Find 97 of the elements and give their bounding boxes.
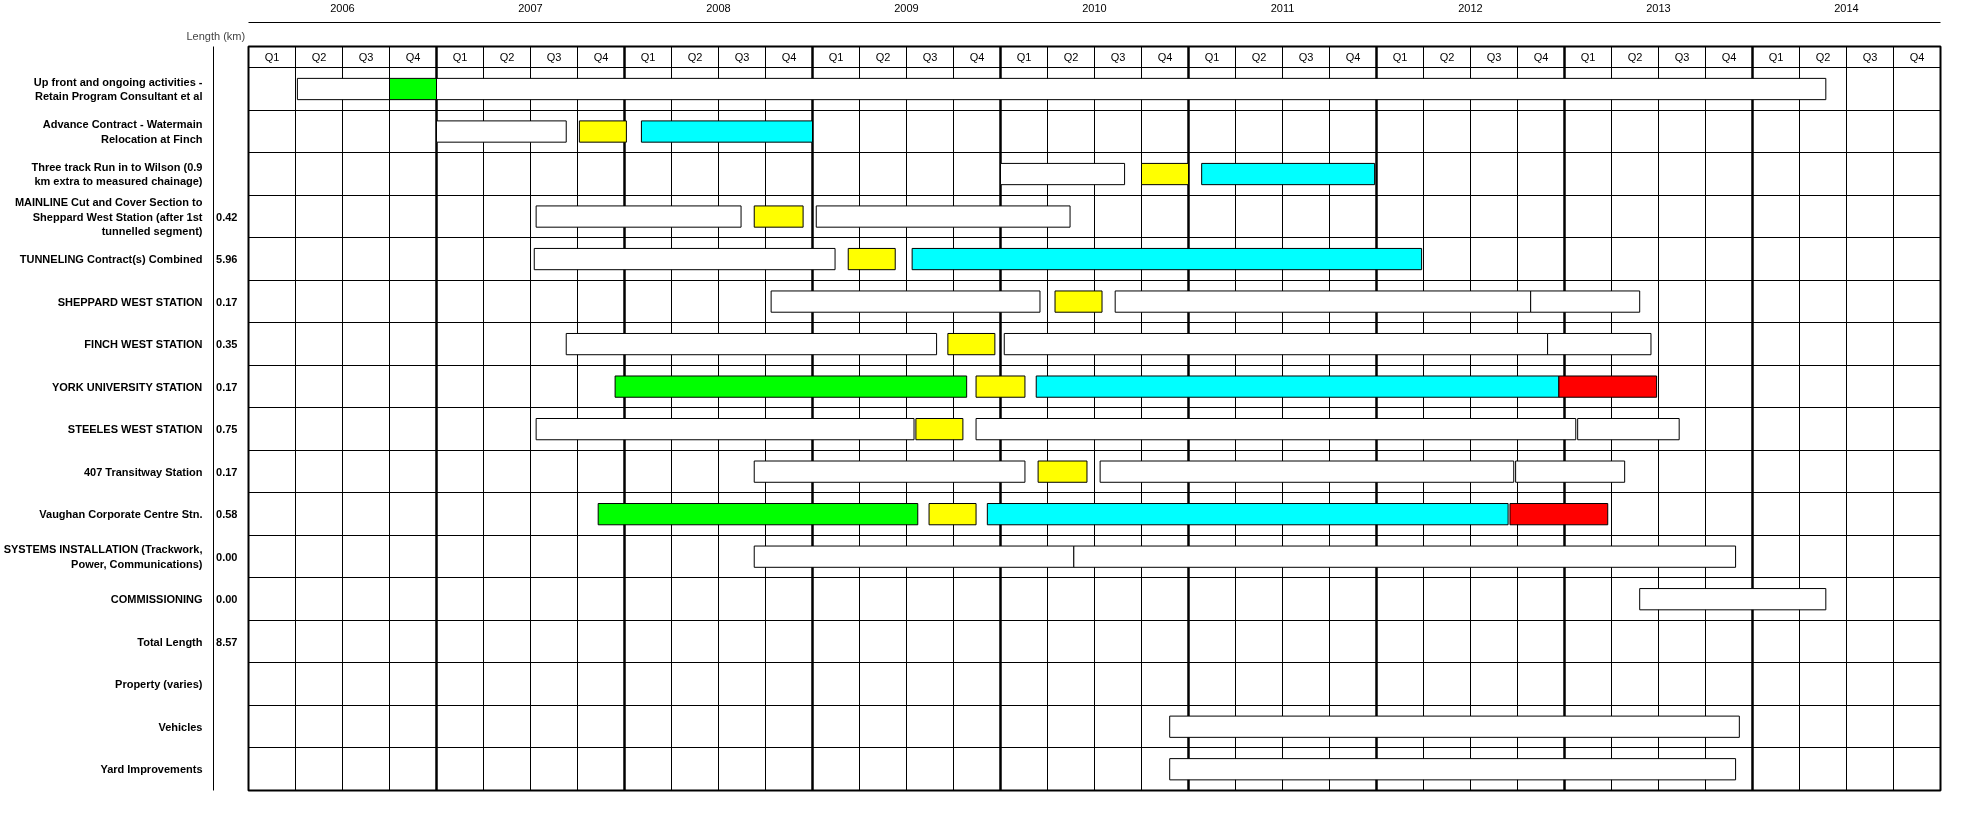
y-tick-label: 407 Transitway Station (83, 465, 203, 478)
annotation: Q1 (1016, 51, 1032, 64)
y-tick-label: Vaughan Corporate Centre Stn. (39, 508, 203, 521)
y-tick-label: Property (varies) (115, 678, 203, 691)
annotation: Q4 (405, 51, 421, 64)
annotation: Q3 (1298, 51, 1314, 64)
annotation: Q2 (1627, 51, 1643, 64)
annotation: Q1 (452, 51, 468, 64)
y-tick-label: Vehicles (158, 720, 203, 733)
annotation: Q1 (1204, 51, 1220, 64)
y2-tick-label: 0.17 (216, 380, 238, 393)
bar (753, 460, 1026, 483)
bar (911, 247, 1423, 271)
y-tick-label: Advance Contract - Watermain Relocation at Finch (42, 118, 203, 145)
bar (578, 120, 627, 143)
bar (753, 205, 804, 228)
bar (1000, 162, 1126, 186)
x-tick-label: 2007 (518, 1, 543, 14)
bar (1054, 290, 1103, 313)
annotation: Q2 (1439, 51, 1455, 64)
annotation: Q1 (640, 51, 656, 64)
annotation: Q1 (264, 51, 280, 64)
x-tick-label: 2014 (1834, 1, 1859, 14)
annotation: Q1 (1580, 51, 1596, 64)
x-tick-label: 2006 (330, 1, 355, 14)
annotation: Q4 (1909, 51, 1925, 64)
annotation: Q3 (1486, 51, 1502, 64)
bar (535, 205, 742, 228)
y-tick-label: Total Length (137, 635, 203, 648)
annotation: Q2 (1063, 51, 1079, 64)
x-tick-label: 2010 (1082, 1, 1107, 14)
bar (565, 332, 938, 356)
annotation: Q4 (1533, 51, 1549, 64)
y2-axis-title: Length (km) (186, 29, 246, 42)
y-tick-label: STEELES WEST STATION (67, 423, 203, 436)
annotation: Q2 (687, 51, 703, 64)
bar (533, 247, 836, 271)
annotation: Q2 (499, 51, 515, 64)
bar (597, 503, 919, 526)
x-tick-label: 2009 (894, 1, 919, 14)
annotation: Q2 (1251, 51, 1267, 64)
annotation: Q2 (311, 51, 327, 64)
x-tick-label: 2013 (1646, 1, 1671, 14)
bar (975, 375, 1026, 398)
y-tick-label: Three track Run in to Wilson (0.9 km extra to measured chainage) (31, 160, 203, 188)
bar (1037, 460, 1088, 483)
annotation: Q1 (1768, 51, 1784, 64)
annotation: Q4 (1345, 51, 1361, 64)
annotation: Q4 (969, 51, 985, 64)
bar (947, 332, 996, 356)
bar (1141, 162, 1189, 186)
y-tick-label: SYSTEMS INSTALLATION (Trackwork, Power, Communications) (3, 543, 203, 570)
y-tick-label: COMMISSIONING (110, 593, 203, 606)
y2-tick-label: 0.42 (216, 210, 238, 223)
bar (614, 375, 968, 398)
annotation: Q4 (1721, 51, 1737, 64)
bar (1169, 715, 1740, 738)
y-tick-label: YORK UNIVERSITY STATION (51, 380, 203, 393)
y-tick-label: MAINLINE Cut and Cover Section to Sheppard West Station (after 1st tunnelled segment) (14, 196, 203, 237)
annotation: Q2 (875, 51, 891, 64)
annotation: Q3 (922, 51, 938, 64)
annotation: Q4 (593, 51, 609, 64)
annotation: Q3 (1110, 51, 1126, 64)
y2-tick-label: 0.35 (216, 338, 238, 351)
bar (847, 247, 896, 271)
y2-tick-label: 0.58 (216, 508, 238, 521)
annotation: Q2 (1815, 51, 1831, 64)
x-tick-label: 2008 (706, 1, 731, 14)
annotation: Q4 (781, 51, 797, 64)
y2-tick-label: 5.96 (216, 253, 238, 266)
annotation: Q1 (828, 51, 844, 64)
annotation: Q3 (546, 51, 562, 64)
bar (815, 205, 1071, 228)
y2-tick-label: 0.00 (216, 550, 238, 563)
annotation: Q1 (1392, 51, 1408, 64)
y-tick-label: FINCH WEST STATION (84, 338, 203, 351)
annotation: Q3 (1862, 51, 1878, 64)
y-tick-label: Up front and ongoing activities - Retain Program Consultant et al (33, 75, 203, 103)
bar (1169, 758, 1737, 781)
bar (770, 290, 1041, 313)
y-tick-label: Yard Improvements (100, 763, 203, 776)
y2-tick-label: 0.00 (216, 593, 238, 606)
y2-tick-label: 0.75 (216, 423, 238, 436)
annotation: Q3 (734, 51, 750, 64)
y2-tick-label: 0.17 (216, 465, 238, 478)
y2-tick-label: 0.17 (216, 295, 238, 308)
bar (640, 120, 813, 143)
x-tick-label: 2011 (1270, 1, 1295, 14)
annotation: Q4 (1157, 51, 1173, 64)
bar (928, 503, 977, 526)
x-tick-label: 2012 (1458, 1, 1483, 14)
annotation: Q3 (358, 51, 374, 64)
bar (1201, 162, 1376, 186)
annotation: Q3 (1674, 51, 1690, 64)
y2-tick-label: 8.57 (216, 635, 238, 648)
y-tick-label: TUNNELING Contract(s) Combined (19, 253, 203, 266)
y-tick-label: SHEPPARD WEST STATION (57, 295, 203, 308)
